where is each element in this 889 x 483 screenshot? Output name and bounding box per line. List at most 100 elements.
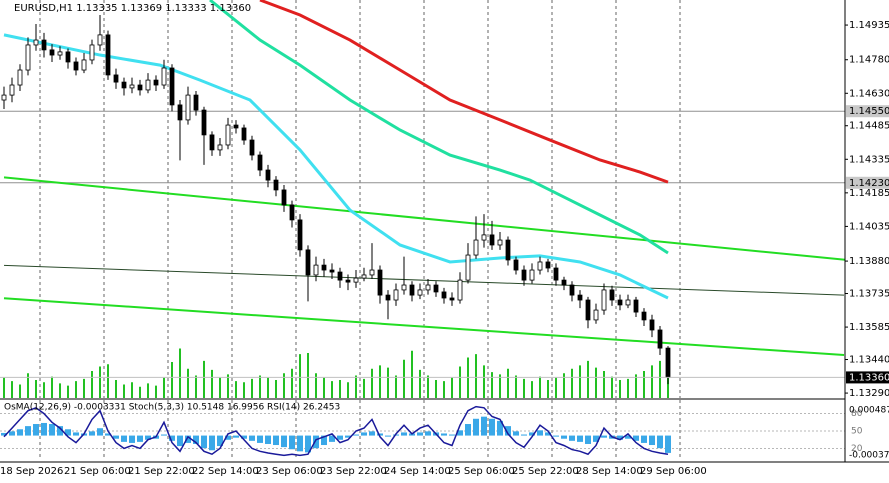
candle-body	[529, 269, 535, 281]
candle-body	[49, 49, 55, 56]
candle-body	[249, 139, 255, 156]
candle-body	[505, 239, 511, 261]
osma-bar	[585, 435, 591, 444]
volume-bar	[659, 360, 661, 398]
candle-body	[361, 274, 367, 279]
osma-bar	[329, 435, 335, 442]
x-tick-label: 23 Sep 22:00	[320, 466, 387, 477]
candle-body	[649, 319, 655, 331]
candle-body	[657, 329, 663, 349]
osma-bar	[529, 432, 535, 436]
volume-bar	[43, 382, 45, 398]
osma-bar	[25, 426, 31, 436]
candle-body	[161, 67, 167, 86]
volume-bar	[427, 375, 429, 398]
candle-body	[545, 261, 551, 269]
y2-tick-label: 20	[851, 444, 863, 454]
volume-bar	[3, 377, 5, 398]
volume-bar	[499, 374, 501, 398]
candle-body	[305, 249, 311, 276]
volume-bar	[531, 381, 533, 398]
candle-body	[345, 279, 351, 283]
osma-bar	[545, 432, 551, 436]
volume-bar	[155, 385, 157, 398]
candle-body	[433, 284, 439, 293]
volume-bar	[451, 377, 453, 398]
candle-body	[369, 269, 375, 276]
candle-body	[233, 124, 239, 129]
volume-bar	[523, 378, 525, 398]
candle-body	[129, 84, 135, 89]
candle-body	[177, 104, 183, 121]
candle-body	[65, 51, 71, 63]
osma-bar	[505, 426, 511, 436]
osma-bar	[601, 435, 607, 438]
candle-body	[625, 299, 631, 306]
candle-body	[33, 39, 39, 46]
x-tick-label: 24 Sep 14:00	[384, 466, 451, 477]
osma-bar	[273, 435, 279, 446]
osma-bar	[145, 435, 151, 440]
volume-bar	[235, 381, 237, 398]
volume-bar	[299, 354, 301, 398]
moving-average	[259, 0, 669, 184]
osma-bar	[513, 431, 519, 436]
candle-body	[17, 69, 23, 86]
candle-body	[321, 264, 327, 271]
osma-bar	[313, 435, 319, 449]
price-label-box	[846, 176, 889, 189]
candle-body	[497, 239, 503, 246]
osma-bar	[89, 431, 95, 436]
x-tick-label: 23 Sep 06:00	[256, 466, 323, 477]
candle-body	[281, 189, 287, 206]
main-panel	[0, 0, 845, 398]
osma-bar	[17, 429, 23, 436]
osma-bar	[665, 435, 671, 453]
volume-bar	[211, 369, 213, 398]
candle-body	[297, 219, 303, 251]
candle-body	[585, 299, 591, 321]
osma-bar	[129, 435, 135, 443]
y-tick-label: 1.14335	[849, 154, 889, 165]
volume-bar	[123, 384, 125, 398]
osma-bar	[345, 435, 351, 438]
osma-bar	[105, 433, 111, 436]
indicator-panel	[0, 400, 845, 460]
volume-bar	[595, 367, 597, 398]
y2-tick-label: 80	[851, 409, 863, 419]
osma-bar	[137, 435, 143, 442]
osma-bar	[33, 424, 39, 436]
volume-bar	[107, 364, 109, 398]
osma-bar	[305, 435, 311, 453]
osma-bar	[265, 435, 271, 444]
volume-bar	[443, 381, 445, 398]
candle-body	[105, 34, 111, 76]
candle-body	[441, 291, 447, 299]
candle-body	[153, 79, 159, 86]
volume-bar	[219, 377, 221, 398]
volume-bar	[347, 382, 349, 398]
y-tick-label: 1.14935	[849, 20, 889, 31]
volume-bar	[571, 368, 573, 398]
osma-bar	[1, 432, 7, 436]
osma-bar	[209, 435, 215, 451]
volume-bar	[579, 365, 581, 398]
x-tick-label: 21 Sep 06:00	[64, 466, 131, 477]
candle-body	[401, 284, 407, 291]
volume-bar	[75, 381, 77, 398]
candle-body	[25, 44, 31, 71]
volume-bar	[539, 376, 541, 398]
osma-bar	[57, 426, 63, 436]
osma-bar	[465, 424, 471, 436]
candle-body	[89, 44, 95, 61]
osma-bar	[593, 435, 599, 442]
trend-line	[3, 297, 845, 357]
candle-body	[57, 51, 63, 56]
volume-bar	[339, 380, 341, 398]
candle-body	[617, 299, 623, 306]
volume-bar	[35, 380, 37, 398]
last-price-label: 1.13360	[849, 372, 889, 383]
volume-bar	[11, 381, 13, 398]
candle-body	[409, 284, 415, 296]
osma-bar	[121, 435, 127, 442]
